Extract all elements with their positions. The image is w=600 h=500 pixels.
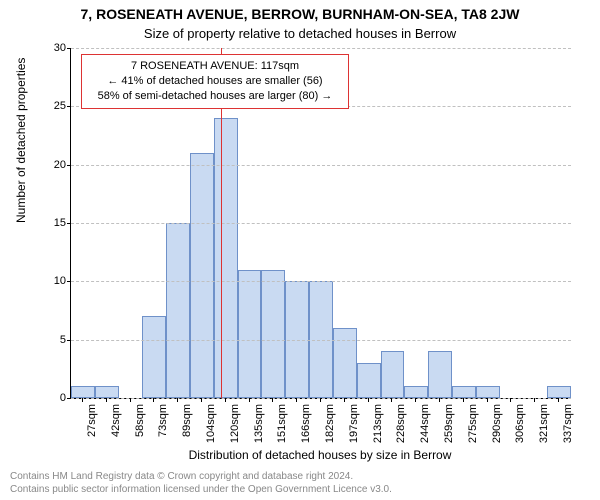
x-tick-mark bbox=[153, 398, 154, 402]
chart-title-sub: Size of property relative to detached ho… bbox=[0, 26, 600, 41]
annotation-line-1: 7 ROSENEATH AVENUE: 117sqm bbox=[90, 59, 340, 74]
footer-line-1: Contains HM Land Registry data © Crown c… bbox=[10, 471, 392, 484]
y-tick-label: 20 bbox=[44, 159, 66, 171]
x-tick-label: 197sqm bbox=[348, 404, 360, 454]
x-tick-label: 89sqm bbox=[181, 404, 193, 454]
x-tick-label: 321sqm bbox=[538, 404, 550, 454]
x-tick-label: 306sqm bbox=[514, 404, 526, 454]
y-axis-label: Number of detached properties bbox=[14, 58, 28, 223]
x-tick-label: 228sqm bbox=[395, 404, 407, 454]
y-tick-label: 15 bbox=[44, 217, 66, 229]
x-tick-label: 213sqm bbox=[372, 404, 384, 454]
x-tick-mark bbox=[272, 398, 273, 402]
histogram-bar bbox=[95, 386, 119, 398]
x-tick-label: 27sqm bbox=[86, 404, 98, 454]
x-tick-label: 73sqm bbox=[157, 404, 169, 454]
x-tick-label: 182sqm bbox=[324, 404, 336, 454]
x-axis-label: Distribution of detached houses by size … bbox=[70, 448, 570, 462]
histogram-bar bbox=[142, 316, 166, 398]
annotation-box: 7 ROSENEATH AVENUE: 117sqm ← 41% of deta… bbox=[81, 54, 349, 109]
x-tick-label: 42sqm bbox=[110, 404, 122, 454]
footer-attribution: Contains HM Land Registry data © Crown c… bbox=[10, 471, 392, 496]
histogram-bar bbox=[166, 223, 190, 398]
histogram-bar bbox=[476, 386, 500, 398]
gridline bbox=[71, 281, 571, 282]
histogram-bar bbox=[381, 351, 405, 398]
histogram-bar bbox=[404, 386, 428, 398]
gridline bbox=[71, 48, 571, 49]
gridline bbox=[71, 340, 571, 341]
x-tick-mark bbox=[106, 398, 107, 402]
y-tick-label: 25 bbox=[44, 100, 66, 112]
histogram-bar bbox=[357, 363, 381, 398]
histogram-bar bbox=[428, 351, 452, 398]
x-tick-mark bbox=[558, 398, 559, 402]
x-tick-label: 151sqm bbox=[276, 404, 288, 454]
x-tick-label: 259sqm bbox=[443, 404, 455, 454]
gridline bbox=[71, 223, 571, 224]
histogram-bar bbox=[71, 386, 95, 398]
x-tick-label: 104sqm bbox=[205, 404, 217, 454]
x-tick-label: 244sqm bbox=[419, 404, 431, 454]
y-tick-label: 30 bbox=[44, 42, 66, 54]
x-tick-mark bbox=[391, 398, 392, 402]
x-tick-mark bbox=[249, 398, 250, 402]
x-tick-label: 120sqm bbox=[229, 404, 241, 454]
x-tick-mark bbox=[82, 398, 83, 402]
x-tick-label: 58sqm bbox=[134, 404, 146, 454]
x-tick-mark bbox=[344, 398, 345, 402]
x-tick-mark bbox=[439, 398, 440, 402]
chart-container: 7, ROSENEATH AVENUE, BERROW, BURNHAM-ON-… bbox=[0, 0, 600, 500]
x-tick-label: 166sqm bbox=[300, 404, 312, 454]
x-tick-mark bbox=[415, 398, 416, 402]
x-tick-label: 337sqm bbox=[562, 404, 574, 454]
histogram-bar bbox=[238, 270, 262, 398]
plot-area: 7 ROSENEATH AVENUE: 117sqm ← 41% of deta… bbox=[70, 48, 571, 399]
y-tick-label: 0 bbox=[44, 392, 66, 404]
y-tick-label: 10 bbox=[44, 275, 66, 287]
x-tick-label: 290sqm bbox=[491, 404, 503, 454]
histogram-bar bbox=[333, 328, 357, 398]
chart-title-main: 7, ROSENEATH AVENUE, BERROW, BURNHAM-ON-… bbox=[0, 6, 600, 22]
x-tick-mark bbox=[201, 398, 202, 402]
histogram-bar bbox=[547, 386, 571, 398]
gridline bbox=[71, 165, 571, 166]
x-tick-mark bbox=[177, 398, 178, 402]
x-tick-mark bbox=[296, 398, 297, 402]
histogram-bar bbox=[190, 153, 214, 398]
x-tick-mark bbox=[368, 398, 369, 402]
annotation-line-3: 58% of semi-detached houses are larger (… bbox=[90, 89, 340, 104]
histogram-bar bbox=[261, 270, 285, 398]
x-tick-mark bbox=[510, 398, 511, 402]
histogram-bar bbox=[452, 386, 476, 398]
x-tick-mark bbox=[534, 398, 535, 402]
x-tick-label: 135sqm bbox=[253, 404, 265, 454]
footer-line-2: Contains public sector information licen… bbox=[10, 484, 392, 497]
annotation-line-2: ← 41% of detached houses are smaller (56… bbox=[90, 74, 340, 89]
y-tick-label: 5 bbox=[44, 334, 66, 346]
x-tick-mark bbox=[320, 398, 321, 402]
x-tick-mark bbox=[225, 398, 226, 402]
x-tick-mark bbox=[463, 398, 464, 402]
x-tick-mark bbox=[487, 398, 488, 402]
gridline bbox=[71, 398, 571, 399]
x-tick-mark bbox=[130, 398, 131, 402]
x-tick-label: 275sqm bbox=[467, 404, 479, 454]
histogram-bar bbox=[214, 118, 238, 398]
